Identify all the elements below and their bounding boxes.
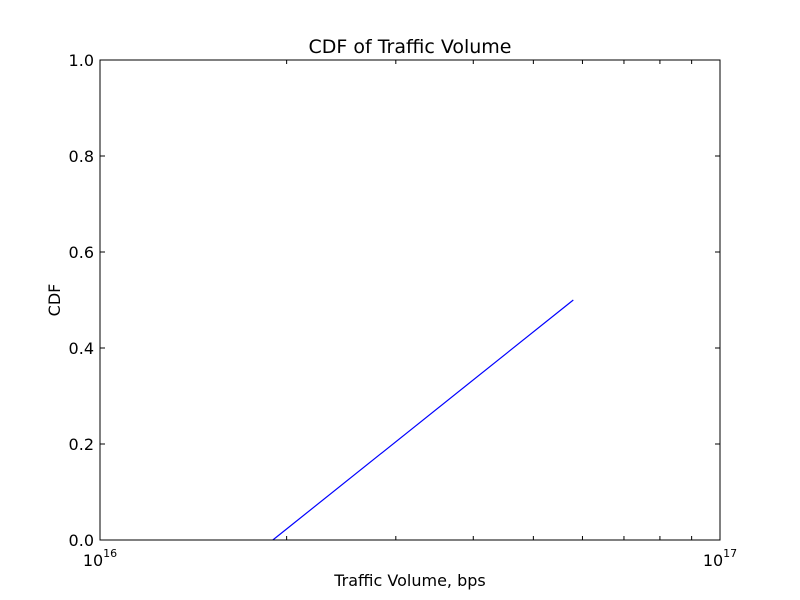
x-axis: 1016 1017 — [83, 60, 737, 570]
plot-frame — [99, 59, 721, 541]
chart-title: CDF of Traffic Volume — [308, 36, 511, 58]
y-axis: 0.0 0.2 0.4 0.6 0.8 1.0 — [69, 51, 720, 550]
series-line-0 — [272, 299, 574, 541]
plot-marks — [272, 299, 574, 541]
y-axis-label: CDF — [45, 284, 64, 317]
y-tick-label: 0.2 — [69, 435, 94, 454]
x-tick-label: 1016 — [83, 547, 117, 570]
y-tick-label: 0.8 — [69, 147, 94, 166]
x-tick-label: 1017 — [703, 547, 737, 570]
plot-area — [100, 60, 720, 540]
y-tick-label: 0.4 — [69, 339, 94, 358]
y-tick-label: 0.6 — [69, 243, 94, 262]
y-tick-label: 1.0 — [69, 51, 94, 70]
x-axis-label: Traffic Volume, bps — [333, 571, 485, 590]
y-tick-label: 0.0 — [69, 531, 94, 550]
